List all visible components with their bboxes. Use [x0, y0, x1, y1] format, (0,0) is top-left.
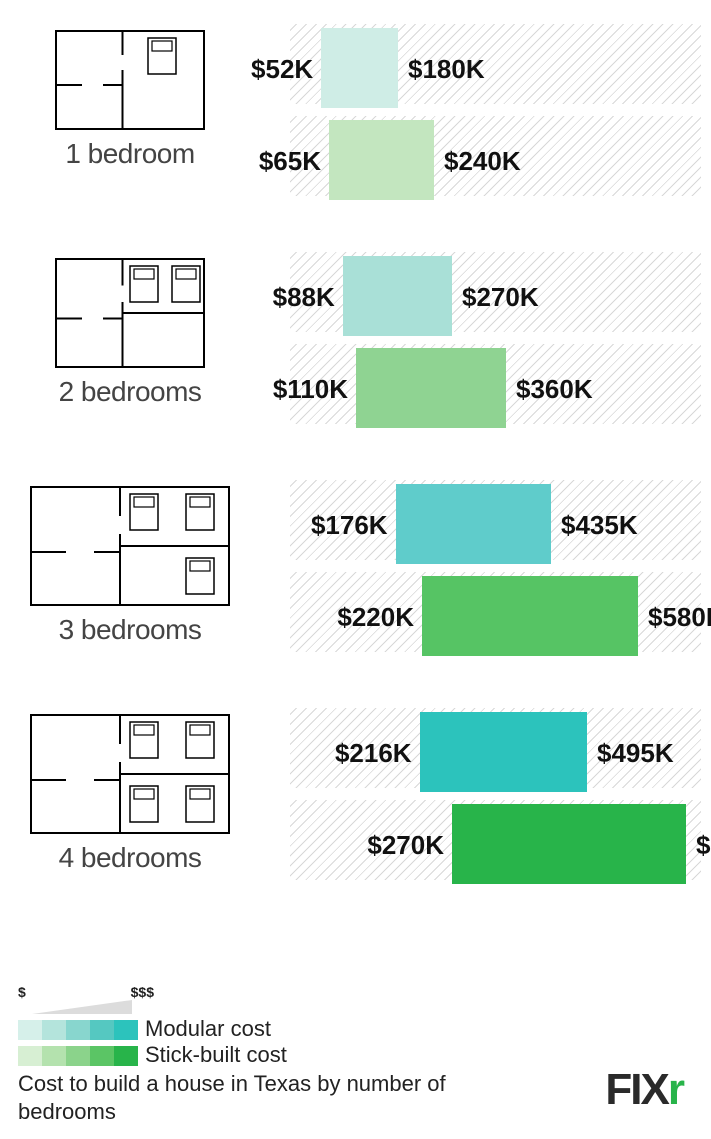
floorplan-column: 2 bedrooms — [10, 248, 250, 408]
logo-dark-text: FIX — [605, 1065, 667, 1114]
floorplan-column: 3 bedrooms — [10, 476, 250, 646]
stick-cost-bar — [422, 576, 638, 656]
legend-stick-swatch — [114, 1046, 138, 1066]
bars-column: $52K $180K $65K $240K — [250, 20, 701, 208]
stick-low-value: $220K — [337, 602, 414, 633]
legend-modular-swatch — [66, 1020, 90, 1040]
bedroom-group: 4 bedrooms $216K $495K $270K$660K — [10, 704, 701, 892]
legend-modular-swatch — [114, 1020, 138, 1040]
stick-bar-row: $110K $360K — [250, 344, 701, 436]
modular-high-value: $435K — [561, 510, 638, 541]
legend-stick-label: Stick-built cost — [145, 1042, 287, 1068]
bars-column: $216K $495K $270K$660K — [250, 704, 701, 892]
legend-low-symbol: $ — [18, 984, 26, 1000]
modular-bar-row: $216K $495K — [250, 708, 701, 800]
floorplan-icon — [30, 714, 230, 834]
floorplan-column: 4 bedrooms — [10, 704, 250, 874]
modular-cost-bar — [396, 484, 551, 564]
floorplan-icon — [55, 258, 205, 368]
modular-bar-row: $176K $435K — [250, 480, 701, 572]
modular-high-value: $270K — [462, 282, 539, 313]
bedroom-count-label: 3 bedrooms — [59, 614, 202, 646]
floorplan-column: 1 bedroom — [10, 20, 250, 170]
stick-high-value: $660K — [696, 830, 711, 861]
modular-low-value: $52K — [251, 54, 313, 85]
stick-high-value: $240K — [444, 146, 521, 177]
stick-cost-bar — [329, 120, 434, 200]
stick-bar-row: $65K $240K — [250, 116, 701, 208]
legend-high-symbol: $$$ — [131, 984, 154, 1000]
bedroom-group: 3 bedrooms $176K $435K $220K$580K — [10, 476, 701, 664]
legend-area: $ $$$ Modular cost Stick-built cost Cost… — [8, 1000, 703, 1131]
legend-stick-row: Stick-built cost — [18, 1042, 693, 1066]
modular-low-value: $176K — [311, 510, 388, 541]
modular-bar-row: $88K $270K — [250, 252, 701, 344]
logo-green-text: r — [668, 1065, 683, 1114]
legend-modular-swatch — [18, 1020, 42, 1040]
floorplan-icon — [30, 486, 230, 606]
modular-cost-bar — [321, 28, 398, 108]
legend-stick-swatch — [66, 1046, 90, 1066]
bedroom-count-label: 4 bedrooms — [59, 842, 202, 874]
modular-high-value: $495K — [597, 738, 674, 769]
legend-stick-swatch — [18, 1046, 42, 1066]
modular-bar-row: $52K $180K — [250, 24, 701, 116]
stick-cost-bar — [452, 804, 686, 884]
bedroom-group: 2 bedrooms $88K $270K $110K $360K — [10, 248, 701, 436]
stick-cost-bar — [356, 348, 506, 428]
legend-modular-label: Modular cost — [145, 1016, 271, 1042]
legend-wedge-icon — [32, 1000, 132, 1014]
stick-low-value: $270K — [367, 830, 444, 861]
floorplan-icon — [55, 30, 205, 130]
stick-high-value: $580K — [648, 602, 711, 633]
bedroom-group: 1 bedroom $52K $180K $65K $240K — [10, 20, 701, 208]
bedroom-count-label: 2 bedrooms — [59, 376, 202, 408]
legend-modular-swatch — [42, 1020, 66, 1040]
fixr-logo: FIXr — [605, 1065, 683, 1115]
stick-low-value: $65K — [259, 146, 321, 177]
modular-cost-bar — [420, 712, 587, 792]
stick-high-value: $360K — [516, 374, 593, 405]
modular-low-value: $88K — [273, 282, 335, 313]
modular-cost-bar — [343, 256, 452, 336]
stick-low-value: $110K — [273, 374, 348, 405]
stick-bar-row: $220K$580K — [250, 572, 701, 664]
bedroom-count-label: 1 bedroom — [65, 138, 194, 170]
chart-container: 1 bedroom $52K $180K $65K $240K 2 bedrooms $88… — [10, 20, 701, 892]
legend-modular-swatch — [90, 1020, 114, 1040]
modular-high-value: $180K — [408, 54, 485, 85]
modular-low-value: $216K — [335, 738, 412, 769]
stick-bar-row: $270K$660K — [250, 800, 701, 892]
legend-stick-swatch — [90, 1046, 114, 1066]
legend-modular-row: Modular cost — [18, 1016, 693, 1040]
legend-stick-swatch — [42, 1046, 66, 1066]
chart-caption: Cost to build a house in Texas by number… — [18, 1070, 478, 1125]
bars-column: $88K $270K $110K $360K — [250, 248, 701, 436]
bars-column: $176K $435K $220K$580K — [250, 476, 701, 664]
